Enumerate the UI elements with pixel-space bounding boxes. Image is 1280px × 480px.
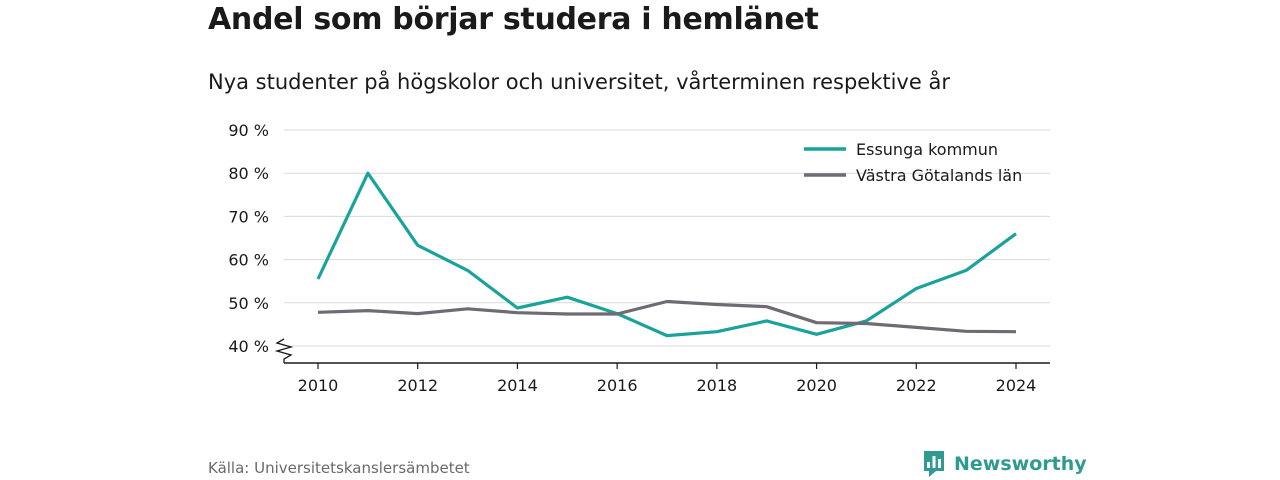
brand-name: Newsworthy (954, 453, 1087, 475)
y-tick-label: 70 % (228, 207, 269, 226)
axis-break-marker (274, 338, 294, 363)
brand-logo: Newsworthy (922, 450, 1087, 478)
x-tick-label: 2020 (796, 376, 837, 395)
series-line (316, 171, 1017, 338)
y-tick-label: 80 % (228, 164, 269, 183)
series-line (317, 299, 1017, 334)
x-tick-label: 2022 (896, 376, 937, 395)
x-tick-label: 2014 (497, 376, 538, 395)
y-tick-label: 50 % (228, 294, 269, 313)
y-tick-label: 90 % (228, 121, 269, 140)
bar-chart-logo-icon (924, 451, 944, 477)
x-tick-label: 2012 (397, 376, 438, 395)
line-chart: 40 % 50 % 60 % 70 % 80 % 90 % 2010 2012 2014 2016… (228, 121, 1050, 395)
x-tick-label: 2018 (696, 376, 737, 395)
x-tick-label: 2024 (996, 376, 1037, 395)
legend-label: Essunga kommun (856, 140, 998, 159)
source-note: Källa: Universitetskanslersämbetet (208, 459, 470, 477)
x-tick-label: 2016 (597, 376, 638, 395)
y-tick-label: 40 % (228, 337, 269, 356)
x-tick-label: 2010 (298, 376, 339, 395)
legend-label: Västra Götalands län (856, 166, 1022, 185)
y-tick-label: 60 % (228, 251, 269, 270)
chart-subtitle: Nya studenter på högskolor och universit… (208, 70, 950, 94)
chart-title: Andel som börjar studera i hemlänet (208, 2, 819, 37)
